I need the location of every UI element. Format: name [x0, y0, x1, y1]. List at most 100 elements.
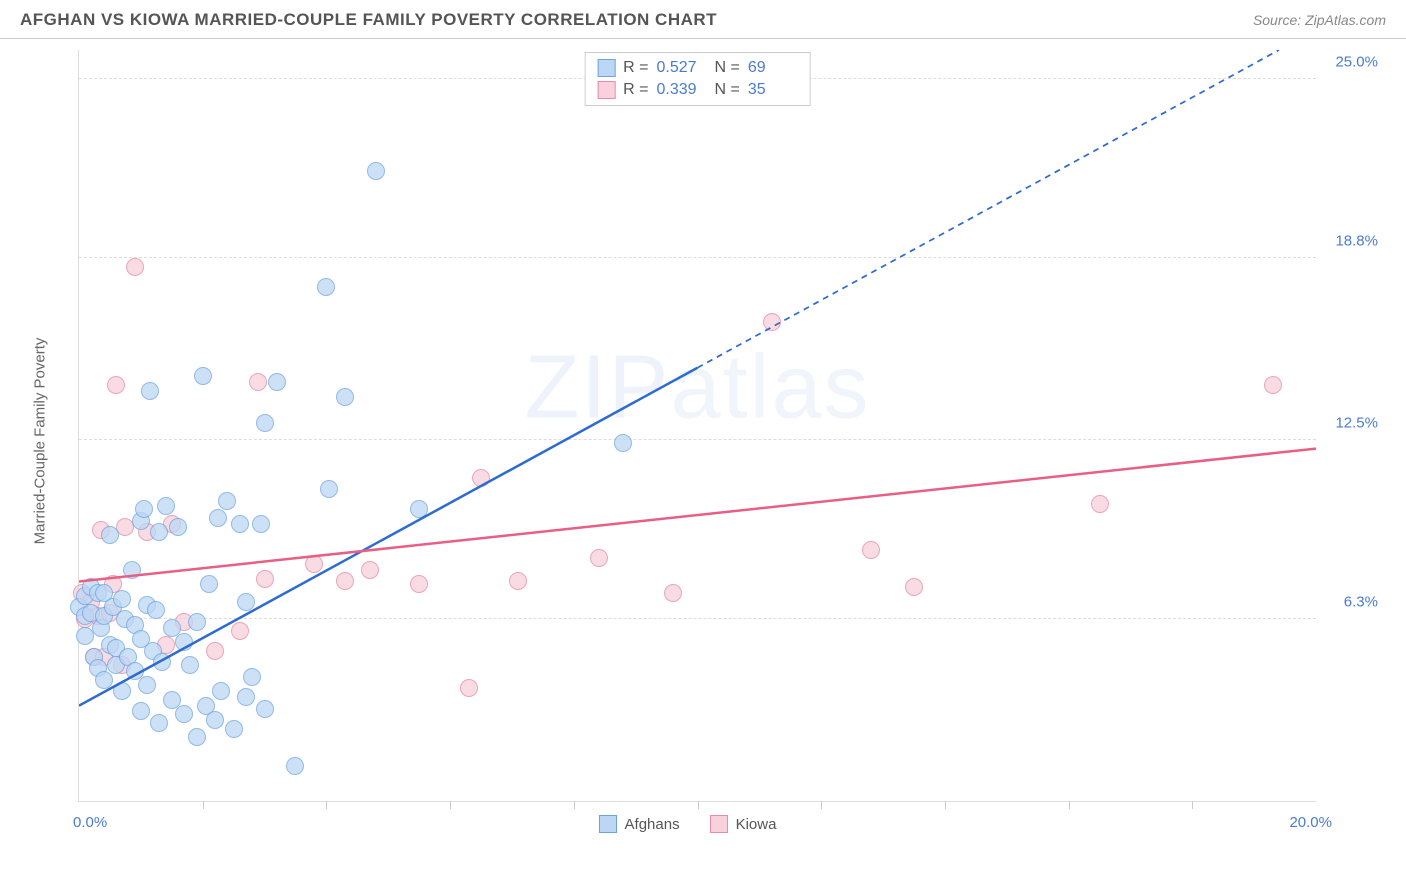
data-point-afghans [123, 561, 141, 579]
data-point-afghans [367, 162, 385, 180]
data-point-afghans [256, 700, 274, 718]
gridline [79, 618, 1316, 619]
data-point-afghans [153, 653, 171, 671]
data-point-kiowa [107, 376, 125, 394]
data-point-afghans [206, 711, 224, 729]
data-point-kiowa [1264, 376, 1282, 394]
data-point-afghans [157, 497, 175, 515]
data-point-afghans [237, 593, 255, 611]
data-point-afghans [194, 367, 212, 385]
data-point-afghans [101, 526, 119, 544]
data-point-afghans [209, 509, 227, 527]
data-point-afghans [231, 515, 249, 533]
y-tick-label: 6.3% [1344, 594, 1378, 611]
data-point-kiowa [305, 555, 323, 573]
x-tick [326, 801, 327, 809]
x-tick [698, 801, 699, 809]
data-point-afghans [147, 601, 165, 619]
data-point-afghans [243, 668, 261, 686]
x-tick [821, 801, 822, 809]
y-tick-label: 12.5% [1335, 414, 1378, 431]
legend-item-afghans: Afghans [599, 815, 680, 833]
data-point-afghans [286, 757, 304, 775]
data-point-afghans [175, 633, 193, 651]
data-point-kiowa [590, 549, 608, 567]
data-point-afghans [113, 682, 131, 700]
x-tick [203, 801, 204, 809]
data-point-afghans [132, 702, 150, 720]
n-label: N = [715, 59, 740, 77]
swatch-kiowa [597, 81, 615, 99]
x-tick [945, 801, 946, 809]
r-label: R = [623, 59, 648, 77]
data-point-afghans [188, 613, 206, 631]
data-point-afghans [614, 434, 632, 452]
chart-area: Married-Couple Family Poverty ZIPatlas R… [48, 50, 1386, 832]
data-point-afghans [135, 500, 153, 518]
x-axis-min-label: 0.0% [73, 814, 107, 831]
gridline [79, 439, 1316, 440]
stats-legend-box: R =0.527N =69R =0.339N =35 [584, 52, 811, 106]
data-point-kiowa [664, 584, 682, 602]
data-point-afghans [150, 523, 168, 541]
legend-item-kiowa: Kiowa [710, 815, 777, 833]
data-point-afghans [95, 671, 113, 689]
data-point-kiowa [410, 575, 428, 593]
data-point-afghans [320, 480, 338, 498]
y-tick-label: 25.0% [1335, 53, 1378, 70]
legend-label: Kiowa [736, 816, 777, 833]
data-point-afghans [141, 382, 159, 400]
data-point-afghans [336, 388, 354, 406]
data-point-afghans [188, 728, 206, 746]
n-value: 35 [748, 81, 798, 99]
data-point-kiowa [126, 258, 144, 276]
data-point-afghans [256, 414, 274, 432]
data-point-afghans [181, 656, 199, 674]
data-point-afghans [200, 575, 218, 593]
swatch-kiowa [710, 815, 728, 833]
n-value: 69 [748, 59, 798, 77]
plot-region: ZIPatlas R =0.527N =69R =0.339N =35 0.0%… [78, 50, 1316, 802]
data-point-kiowa [336, 572, 354, 590]
data-point-kiowa [206, 642, 224, 660]
chart-title: AFGHAN VS KIOWA MARRIED-COUPLE FAMILY PO… [20, 10, 717, 30]
data-point-kiowa [249, 373, 267, 391]
data-point-afghans [169, 518, 187, 536]
y-axis-label: Married-Couple Family Poverty [32, 338, 49, 545]
data-point-afghans [225, 720, 243, 738]
bottom-legend: Afghans Kiowa [599, 815, 777, 833]
swatch-afghans [599, 815, 617, 833]
data-point-kiowa [763, 313, 781, 331]
data-point-kiowa [361, 561, 379, 579]
data-point-kiowa [905, 578, 923, 596]
data-point-kiowa [509, 572, 527, 590]
y-tick-label: 18.8% [1335, 232, 1378, 249]
gridline [79, 257, 1316, 258]
data-point-afghans [138, 676, 156, 694]
data-point-kiowa [460, 679, 478, 697]
data-point-kiowa [231, 622, 249, 640]
data-point-afghans [237, 688, 255, 706]
data-point-kiowa [1091, 495, 1109, 513]
data-point-afghans [150, 714, 168, 732]
data-point-kiowa [862, 541, 880, 559]
data-point-afghans [212, 682, 230, 700]
data-point-afghans [410, 500, 428, 518]
data-point-kiowa [472, 469, 490, 487]
data-point-afghans [252, 515, 270, 533]
x-tick [574, 801, 575, 809]
stats-row-afghans: R = 0.527 N = 69 [597, 57, 798, 79]
data-point-afghans [113, 590, 131, 608]
r-label: R = [623, 81, 648, 99]
stats-row-kiowa: R =0.339N =35 [597, 79, 798, 101]
data-point-afghans [268, 373, 286, 391]
r-value: 0.527 [657, 59, 707, 77]
x-tick [1192, 801, 1193, 809]
r-value: 0.339 [657, 81, 707, 99]
x-axis-max-label: 20.0% [1289, 814, 1332, 831]
x-tick [1069, 801, 1070, 809]
data-point-kiowa [256, 570, 274, 588]
watermark: ZIPatlas [524, 336, 870, 439]
data-point-afghans [317, 278, 335, 296]
data-point-afghans [218, 492, 236, 510]
